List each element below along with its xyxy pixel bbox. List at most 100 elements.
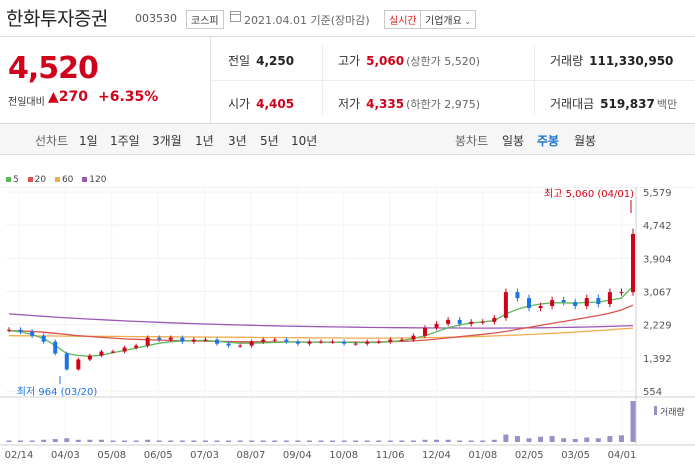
stock-header: 한화투자증권 003530 코스피 2021.04.01 기준(장마감) 실시간… bbox=[0, 0, 695, 37]
legend-ma60: 60 bbox=[54, 175, 74, 185]
candle-body bbox=[376, 341, 381, 343]
candle-body bbox=[584, 298, 589, 307]
prev-close-value: 4,250 bbox=[256, 54, 295, 68]
volume-bar bbox=[283, 440, 289, 442]
volume-bar bbox=[179, 440, 185, 442]
lower-limit: (하한가 2,975) bbox=[406, 98, 480, 111]
x-tick-label: 05/08 bbox=[97, 450, 126, 461]
candle-body bbox=[480, 321, 485, 323]
volume-bar bbox=[549, 436, 555, 442]
candle-body bbox=[492, 317, 497, 322]
stock-chart[interactable]: 5,579 4,742 3,904 3,067 2,229 1,392 554 02/14 04… bbox=[0, 187, 695, 471]
high-annotation: 최고 5,060 (04/01) bbox=[544, 188, 634, 200]
candle-body bbox=[388, 339, 393, 342]
volume-bar bbox=[226, 440, 232, 442]
candle-body bbox=[561, 300, 566, 303]
candle-body bbox=[18, 329, 23, 332]
trade-amount: 거래대금 519,837 백만 bbox=[550, 95, 677, 112]
candle-body bbox=[30, 331, 35, 336]
candle-body bbox=[457, 319, 462, 324]
ma60-label: 60 bbox=[61, 175, 74, 185]
period-1y[interactable]: 1년 bbox=[195, 134, 214, 148]
volume-bar bbox=[630, 401, 636, 442]
volume-bar bbox=[387, 440, 393, 442]
volume-label: 거래량 bbox=[660, 406, 685, 418]
candle-weekly[interactable]: 주봉 bbox=[537, 134, 560, 148]
volume-bar bbox=[18, 440, 24, 442]
candle-daily[interactable]: 일봉 bbox=[502, 134, 525, 148]
volume-bar bbox=[191, 440, 197, 442]
candle-body bbox=[284, 339, 289, 342]
candle-body bbox=[111, 351, 115, 353]
volume-bar bbox=[87, 439, 93, 442]
realtime-button[interactable]: 실시간 bbox=[384, 10, 422, 29]
candle-body bbox=[307, 341, 312, 344]
volume-bar bbox=[376, 440, 382, 442]
volume-bar bbox=[514, 436, 520, 442]
volume-bar bbox=[595, 438, 601, 442]
x-tick-label: 04/01 bbox=[608, 450, 637, 461]
ma-legend: 5 20 60 120 bbox=[6, 175, 112, 185]
candle-body bbox=[99, 351, 104, 356]
volume-bar bbox=[110, 440, 116, 442]
y-tick-label: 3,904 bbox=[643, 254, 672, 265]
candle-body bbox=[446, 319, 451, 324]
volume-bar bbox=[202, 440, 208, 442]
company-info-label: 기업개요 bbox=[425, 16, 462, 27]
company-info-dropdown[interactable]: 기업개요 ⌄ bbox=[420, 10, 477, 29]
x-tick-label: 03/05 bbox=[561, 450, 590, 461]
volume-bar bbox=[64, 438, 70, 442]
volume-bar bbox=[607, 436, 613, 442]
amount-unit: 백만 bbox=[656, 98, 678, 111]
volume-bar bbox=[214, 440, 220, 442]
candle-body bbox=[7, 329, 11, 331]
candle-body bbox=[41, 335, 46, 342]
volume-value: 111,330,950 bbox=[589, 54, 674, 68]
candle-body bbox=[215, 339, 219, 344]
volume-bar bbox=[584, 437, 590, 442]
candle-chart-label: 봉차트 bbox=[455, 134, 489, 148]
low-annotation: 최저 964 (03/20) bbox=[17, 386, 98, 398]
amount-label: 거래대금 bbox=[550, 97, 595, 111]
up-triangle-icon: ▲ bbox=[48, 89, 59, 105]
upper-limit: (상한가 5,520) bbox=[406, 55, 480, 68]
period-10y[interactable]: 10년 bbox=[291, 134, 318, 148]
amount-value: 519,837 bbox=[600, 97, 655, 111]
period-3m[interactable]: 3개월 bbox=[152, 134, 182, 148]
candle-body bbox=[226, 343, 231, 346]
prev-close-label: 전일 bbox=[228, 54, 251, 68]
volume-bar bbox=[526, 438, 532, 442]
quote-panel: 4,520 전일대비 ▲270 +6.35% 전일 4,250 고가 5,060 (상… bbox=[0, 37, 695, 124]
period-1w[interactable]: 1주일 bbox=[110, 134, 140, 148]
candle-body bbox=[527, 298, 531, 308]
candle-body bbox=[295, 341, 300, 344]
volume-bar bbox=[295, 440, 301, 442]
x-tick-label: 02/14 bbox=[5, 450, 34, 461]
volume-bar bbox=[75, 439, 81, 442]
candle-body bbox=[122, 347, 127, 352]
candle-monthly[interactable]: 월봉 bbox=[574, 134, 597, 148]
candle-body bbox=[53, 341, 58, 354]
period-1d[interactable]: 1일 bbox=[79, 134, 98, 148]
x-tick-label: 10/08 bbox=[329, 450, 358, 461]
volume: 거래량 111,330,950 bbox=[550, 52, 673, 69]
period-3y[interactable]: 3년 bbox=[228, 134, 247, 148]
change-label: 전일대비 bbox=[8, 97, 45, 108]
quote-row-2: 시가 4,405 저가 4,335 (하한가 2,975) 거래대금 519,837 백만 bbox=[211, 80, 695, 123]
candle-body bbox=[191, 339, 196, 342]
open-price: 시가 4,405 bbox=[228, 95, 294, 112]
candle-body bbox=[134, 345, 139, 348]
candle-body bbox=[180, 337, 185, 342]
candle-body bbox=[342, 341, 347, 344]
candle-body bbox=[330, 341, 335, 343]
volume-bar bbox=[272, 440, 278, 442]
candle-body bbox=[503, 292, 508, 318]
period-5y[interactable]: 5년 bbox=[260, 134, 279, 148]
ma60-swatch bbox=[54, 177, 60, 182]
x-tick-label: 06/05 bbox=[144, 450, 173, 461]
candle-body bbox=[619, 292, 624, 294]
volume-legend-swatch bbox=[654, 406, 657, 415]
x-tick-label: 12/04 bbox=[422, 450, 451, 461]
low-value: 4,335 bbox=[366, 97, 405, 111]
stock-code: 003530 bbox=[135, 12, 177, 25]
